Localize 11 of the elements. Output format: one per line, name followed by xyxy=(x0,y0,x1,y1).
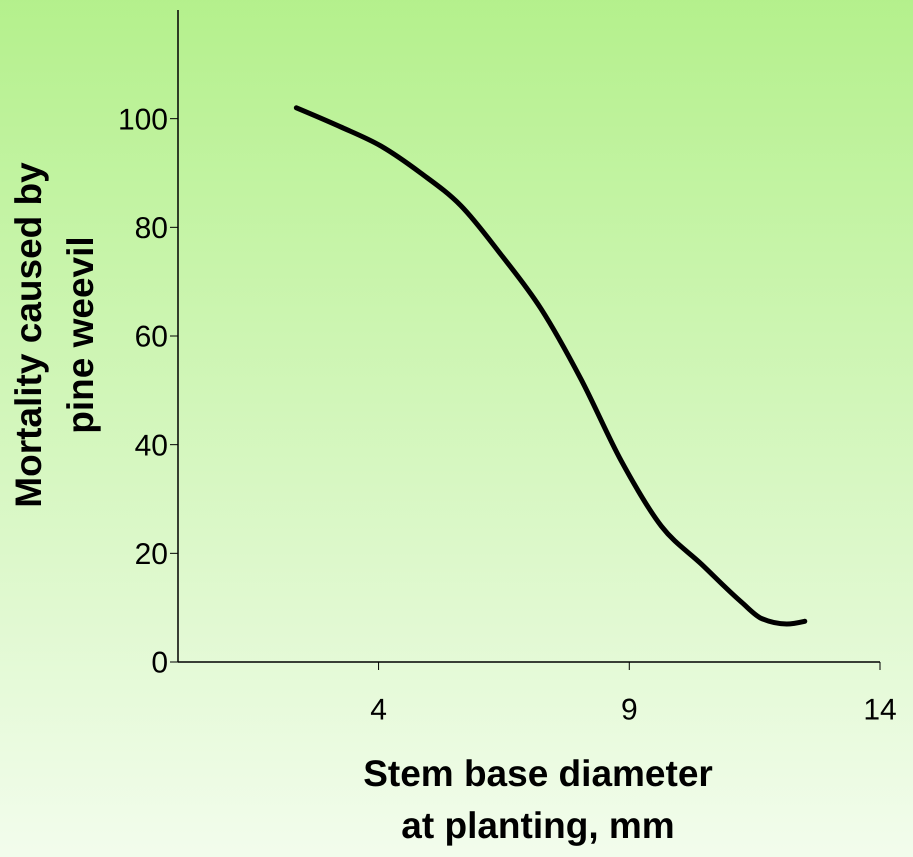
x-tick-label: 9 xyxy=(620,693,638,726)
y-tick-label: 20 xyxy=(134,538,168,571)
y-tick-label: 60 xyxy=(134,320,168,354)
x-tick-label: 4 xyxy=(370,693,387,726)
y-tick-label: 0 xyxy=(151,646,168,680)
y-tick-label: 80 xyxy=(134,212,168,245)
y-axis-title: Mortality caused by pine weevil xyxy=(7,161,102,510)
x-tick-label: 14 xyxy=(863,693,897,726)
y-tick-label: 40 xyxy=(134,429,168,462)
y-tick-label: 100 xyxy=(118,103,168,136)
x-axis-title: Stem base diameter at planting, mm xyxy=(362,752,714,848)
